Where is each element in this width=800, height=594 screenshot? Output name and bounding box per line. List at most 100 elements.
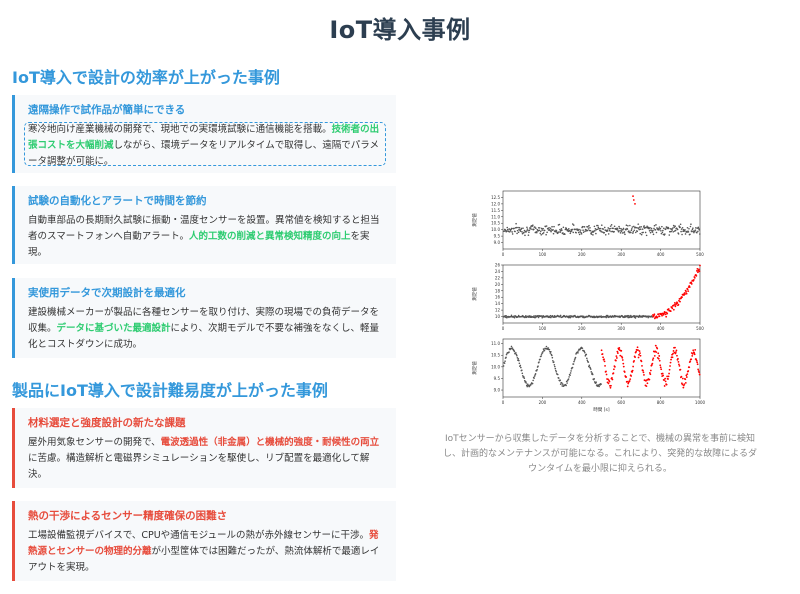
data-point <box>536 368 538 371</box>
data-point <box>523 377 526 380</box>
anomaly-point <box>634 356 636 359</box>
data-point <box>633 229 636 232</box>
anomaly-point <box>690 281 693 284</box>
anomaly-point <box>626 385 629 388</box>
data-point <box>518 362 521 365</box>
case-card-body: 建設機械メーカーが製品に各種センサーを取り付け、実際の現場での負荷データを収集。… <box>28 305 386 353</box>
data-point <box>645 234 648 237</box>
anomaly-point <box>696 267 699 270</box>
anomaly-point <box>691 352 694 355</box>
data-point <box>516 232 518 235</box>
data-point <box>567 228 570 230</box>
data-point <box>531 228 533 230</box>
data-point <box>559 228 561 231</box>
data-point <box>543 229 546 232</box>
data-point <box>609 225 612 227</box>
data-point <box>660 229 662 232</box>
anomaly-point <box>642 369 644 372</box>
anomaly-point <box>611 377 613 379</box>
data-point <box>589 229 592 232</box>
data-point <box>589 368 592 370</box>
data-point <box>640 233 643 236</box>
anomaly-point <box>639 354 642 357</box>
anomaly-point <box>662 374 665 377</box>
anomaly-point <box>605 373 608 376</box>
data-point <box>630 314 632 317</box>
anomaly-point <box>674 305 677 308</box>
anomaly-point <box>660 368 663 371</box>
y-axis-label: 測定値 <box>471 213 478 227</box>
case-card-text: 屋外用気象センサーの開発で、 <box>28 437 161 448</box>
anomaly-point <box>694 348 697 351</box>
anomaly-point <box>604 364 606 367</box>
data-point <box>539 358 541 361</box>
data-point <box>573 360 575 363</box>
data-point <box>554 365 556 368</box>
data-point <box>632 230 635 233</box>
data-point <box>565 384 567 387</box>
data-point <box>570 230 573 232</box>
data-point <box>522 376 525 378</box>
data-point <box>638 226 641 228</box>
data-point <box>551 225 553 228</box>
data-point <box>573 359 576 361</box>
data-point <box>552 228 554 231</box>
data-point <box>619 229 621 232</box>
y-tick-label: 11.0 <box>491 214 500 219</box>
data-point <box>525 382 528 384</box>
data-point <box>637 227 640 230</box>
data-point <box>533 377 535 379</box>
anomaly-point <box>696 363 699 366</box>
anomaly-point <box>662 313 665 316</box>
data-point <box>549 227 552 230</box>
anomaly-point <box>663 379 666 382</box>
case-card-title: 材料選定と強度設計の新たな課題 <box>28 417 186 429</box>
data-point <box>694 229 697 231</box>
data-point <box>634 231 637 234</box>
anomaly-point <box>675 349 678 352</box>
data-point <box>612 227 614 230</box>
data-point <box>680 228 683 230</box>
data-point <box>698 229 701 231</box>
anomaly-point <box>671 307 674 310</box>
data-point <box>678 225 680 227</box>
y-tick-label: 9.5 <box>494 376 501 381</box>
data-point <box>634 317 637 319</box>
anomaly-point <box>661 314 663 317</box>
data-point <box>569 374 571 377</box>
data-point <box>586 229 589 232</box>
data-point <box>622 227 625 230</box>
data-point <box>567 229 569 231</box>
y-tick-label: 14 <box>495 301 501 306</box>
case-card-text: を実現。 <box>28 231 370 258</box>
data-point <box>648 229 651 232</box>
data-point <box>540 353 543 356</box>
data-point <box>607 227 609 229</box>
data-point <box>579 229 582 231</box>
data-point <box>574 228 577 231</box>
case-card-text: が小型筐体では困難だったが、熱流体解析で最適レイアウトを実現。 <box>28 546 380 573</box>
data-point <box>561 229 563 231</box>
chart-frame <box>502 338 701 398</box>
data-point <box>542 227 544 230</box>
data-point <box>523 231 525 234</box>
data-point <box>635 226 638 229</box>
figure-caption: IoTセンサーから収集したデータを分析することで、機械の異常を事前に検知し、計画… <box>442 434 757 474</box>
data-point <box>574 314 576 317</box>
data-point <box>591 372 594 374</box>
anomaly-point <box>664 311 667 314</box>
anomaly-point <box>685 374 688 377</box>
anomaly-point <box>603 358 605 361</box>
anomaly-point <box>633 360 636 362</box>
data-point <box>533 315 535 317</box>
x-tick-label: 400 <box>657 326 665 331</box>
data-point <box>561 383 564 385</box>
data-point <box>519 230 522 232</box>
anomaly-point <box>698 371 701 374</box>
data-point <box>539 230 542 233</box>
anomaly-point <box>678 363 680 366</box>
data-point <box>613 230 615 233</box>
case-card-body: 工場設備監視デバイスで、CPUや通信モジュールの熱が赤外線センサーに干渉。発熱源… <box>28 528 386 576</box>
data-point <box>681 233 683 236</box>
data-point <box>545 225 548 227</box>
